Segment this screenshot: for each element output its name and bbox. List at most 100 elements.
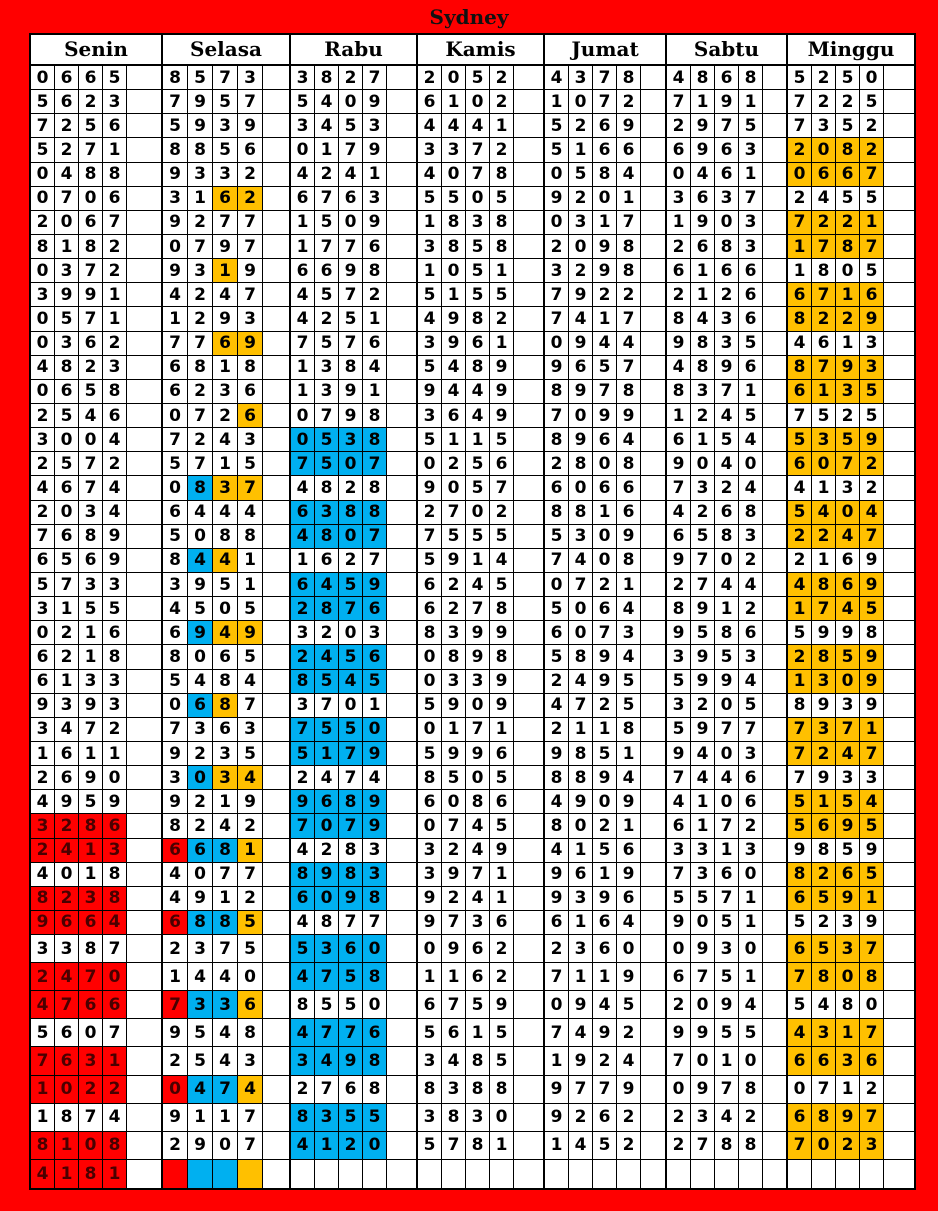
digit-cell: 0: [836, 963, 860, 991]
digit-cell: 3: [715, 307, 739, 331]
digit-cell: 8: [739, 1131, 763, 1159]
digit-cell: [466, 1159, 490, 1188]
digit-cell: 0: [715, 210, 739, 234]
digit-cell: 3: [31, 428, 55, 452]
digit-cell: 6: [339, 186, 363, 210]
digit-cell: 6: [788, 283, 812, 307]
digit-cell: 7: [466, 138, 490, 162]
digit-cell: 3: [79, 669, 103, 693]
blank-cell: [387, 814, 416, 837]
digit-cell: 0: [545, 572, 569, 597]
digit-cell: 7: [103, 1019, 127, 1047]
digit-cell: 4: [213, 500, 238, 524]
digit-cell: 2: [315, 307, 339, 331]
blank-cell: [641, 283, 665, 306]
digit-cell: 0: [691, 452, 715, 476]
digit-cell: 1: [593, 210, 617, 234]
digit-cell: 4: [103, 428, 127, 452]
blank-cell: [763, 163, 786, 186]
digit-cell: 6: [418, 597, 442, 621]
digit-cell: 4: [442, 114, 466, 138]
blank-cell: [884, 211, 914, 234]
digit-cell: 0: [79, 186, 103, 210]
digit-cell: 9: [569, 790, 593, 814]
digit-cell: 0: [545, 331, 569, 355]
blank-cell: [884, 332, 914, 355]
blank-cell: [127, 452, 161, 475]
digit-cell: 9: [79, 693, 103, 717]
digit-cell: 4: [836, 741, 860, 766]
blank-cell: [387, 66, 416, 89]
digit-cell: 4: [31, 790, 55, 814]
digit-cell: 4: [466, 379, 490, 403]
digit-cell: 8: [315, 597, 339, 621]
digit-cell: 7: [163, 717, 188, 741]
digit-cell: 9: [466, 741, 490, 766]
digit-cell: 4: [31, 355, 55, 379]
digit-cell: 8: [715, 524, 739, 548]
digit-cell: [691, 1159, 715, 1188]
blank-cell: [127, 645, 161, 668]
digit-cell: 0: [836, 259, 860, 283]
digit-cell: 9: [163, 1019, 188, 1047]
digit-cell: 5: [315, 669, 339, 693]
digit-cell: 9: [617, 403, 641, 428]
digit-cell: 8: [617, 548, 641, 572]
digit-cell: [291, 1159, 315, 1188]
digit-cell: 2: [442, 572, 466, 597]
digit-cell: 6: [545, 621, 569, 645]
digit-cell: 8: [788, 307, 812, 331]
digit-cell: 6: [103, 621, 127, 645]
digit-cell: 3: [836, 910, 860, 935]
digit-cell: 5: [490, 186, 514, 210]
digit-cell: 1: [363, 379, 387, 403]
digit-cell: 4: [691, 766, 715, 790]
digit-cell: 9: [363, 814, 387, 838]
column-header-sabtu: Sabtu: [667, 35, 788, 64]
digit-cell: 4: [291, 910, 315, 935]
digit-cell: 3: [213, 162, 238, 186]
digit-cell: 2: [103, 331, 127, 355]
blank-cell: [514, 501, 543, 524]
digit-cell: 9: [836, 886, 860, 910]
digit-cell: 2: [188, 428, 213, 452]
digit-cell: 3: [715, 935, 739, 963]
blank-cell: [127, 935, 161, 962]
digit-cell: 4: [291, 1019, 315, 1047]
digit-cell: 8: [31, 1131, 55, 1159]
digit-cell: 6: [617, 500, 641, 524]
digit-cell: 7: [163, 331, 188, 355]
digit-cell: [860, 1159, 884, 1188]
digit-cell: 7: [860, 935, 884, 963]
digit-cell: 0: [339, 524, 363, 548]
digit-cell: 6: [667, 524, 691, 548]
digit-cell: 5: [315, 991, 339, 1019]
digit-cell: 7: [188, 331, 213, 355]
digit-cell: 0: [79, 428, 103, 452]
digit-cell: 6: [667, 814, 691, 838]
digit-cell: 8: [213, 524, 238, 548]
digit-cell: 1: [103, 307, 127, 331]
digit-cell: 2: [213, 403, 238, 428]
blank-cell: [514, 1160, 543, 1188]
digit-cell: 3: [291, 1047, 315, 1075]
